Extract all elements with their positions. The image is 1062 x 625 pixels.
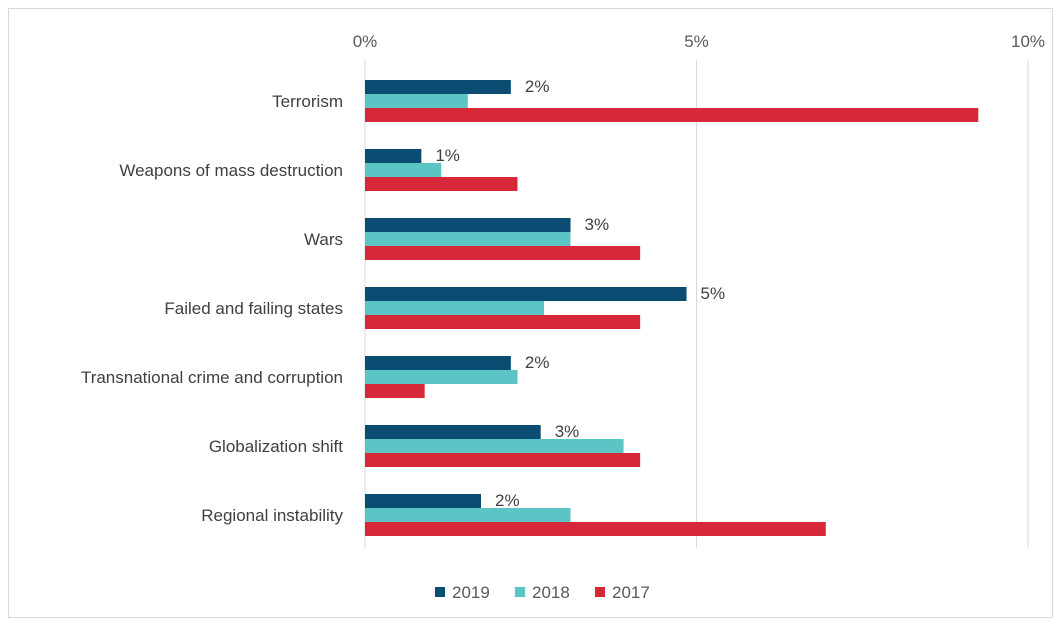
bar-2017-3 (365, 315, 641, 329)
bar-2019-6 (365, 494, 482, 508)
bar-2018-1 (365, 163, 442, 177)
x-tick-label: 10% (1011, 32, 1045, 51)
category-label: Globalization shift (209, 437, 343, 456)
legend: 2019 2018 2017 (435, 583, 650, 602)
data-label: 2% (525, 353, 550, 372)
bar-2018-6 (365, 508, 571, 522)
legend-swatch-2019 (435, 587, 445, 597)
bar-2017-5 (365, 453, 641, 467)
bar-2018-2 (365, 232, 571, 246)
legend-label: 2017 (612, 583, 650, 602)
bars-layer (365, 80, 979, 536)
x-tick-label: 5% (684, 32, 709, 51)
data-label: 3% (555, 422, 580, 441)
bar-2019-4 (365, 356, 511, 370)
bar-2018-3 (365, 301, 545, 315)
labels-layer: 0% 5% 10% Terrorism 2% Weapons of mass destru… (81, 32, 1045, 525)
bar-2017-0 (365, 108, 979, 122)
bar-2017-4 (365, 384, 425, 398)
bar-2019-5 (365, 425, 541, 439)
legend-label: 2018 (532, 583, 570, 602)
legend-swatch-2018 (515, 587, 525, 597)
bar-2018-4 (365, 370, 518, 384)
bar-2017-6 (365, 522, 826, 536)
category-label: Terrorism (272, 92, 343, 111)
bar-2017-2 (365, 246, 641, 260)
data-label: 2% (495, 491, 520, 510)
bar-2018-0 (365, 94, 468, 108)
data-label: 3% (585, 215, 610, 234)
bar-2017-1 (365, 177, 518, 191)
bar-2019-2 (365, 218, 571, 232)
category-label: Wars (304, 230, 343, 249)
data-label: 2% (525, 77, 550, 96)
bar-2019-3 (365, 287, 687, 301)
bar-2018-5 (365, 439, 624, 453)
category-label: Regional instability (201, 506, 343, 525)
bar-2019-0 (365, 80, 511, 94)
x-tick-label: 0% (353, 32, 378, 51)
category-label: Weapons of mass destruction (119, 161, 343, 180)
category-label: Failed and failing states (164, 299, 343, 318)
data-label: 1% (435, 146, 460, 165)
legend-label: 2019 (452, 583, 490, 602)
category-label: Transnational crime and corruption (81, 368, 343, 387)
legend-swatch-2017 (595, 587, 605, 597)
bar-2019-1 (365, 149, 422, 163)
data-label: 5% (701, 284, 726, 303)
